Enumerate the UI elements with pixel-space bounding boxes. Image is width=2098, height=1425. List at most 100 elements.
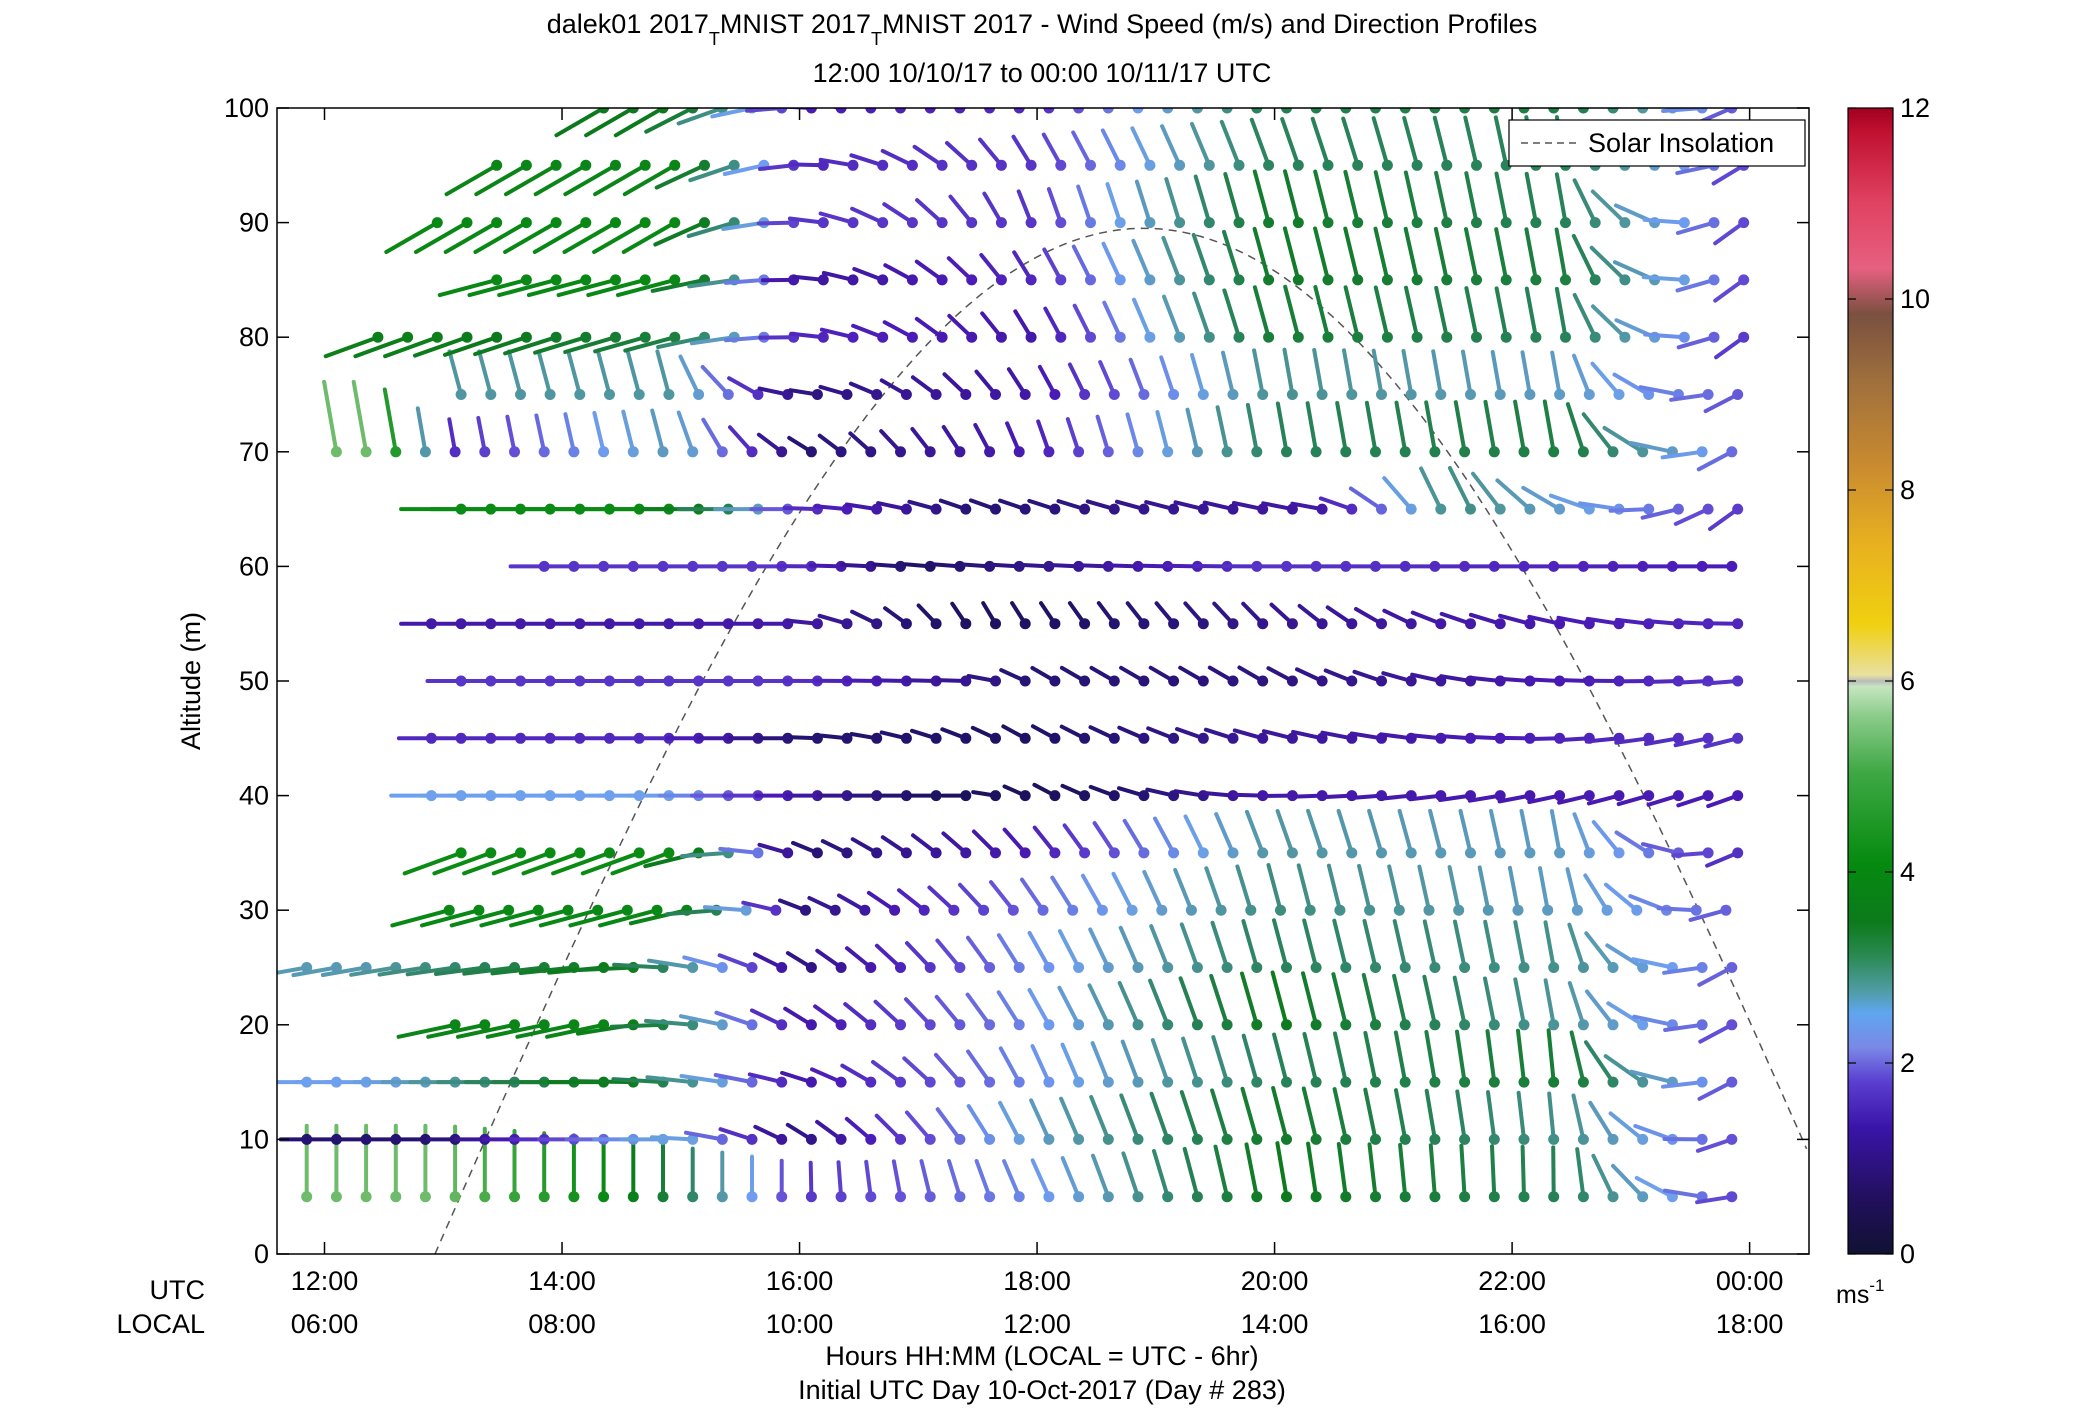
wind-barb-point xyxy=(1738,331,1750,343)
wind-barb-point xyxy=(990,503,1001,515)
wind-barb-stem xyxy=(686,220,737,239)
wind-barb-point xyxy=(984,1191,996,1203)
wind-barb-point xyxy=(865,962,877,973)
wind-barb-point xyxy=(1548,962,1560,973)
wind-barb-point xyxy=(906,331,918,343)
wind-barb-stem xyxy=(1669,392,1711,402)
wind-barb-point xyxy=(1708,331,1720,343)
wind-barb-point xyxy=(330,1133,342,1145)
wind-barb-stem xyxy=(919,1159,933,1199)
wind-barb-point xyxy=(1203,331,1215,343)
wind-barb-stem xyxy=(462,965,517,976)
wind-barb-stem xyxy=(1628,441,1675,454)
wind-barb-point xyxy=(1108,732,1120,744)
wind-barb-stem xyxy=(479,908,541,928)
wind-barb-point xyxy=(1286,618,1298,630)
wind-barb-stem xyxy=(1060,1156,1081,1199)
wind-barb-point xyxy=(984,1019,996,1031)
wind-barb-stem xyxy=(1513,399,1526,454)
wind-barb-point xyxy=(1732,389,1744,400)
wind-barb-point xyxy=(1073,1019,1085,1031)
wind-barb-point xyxy=(1055,331,1067,343)
wind-barb-stem xyxy=(1275,401,1289,454)
wind-barb-point xyxy=(1286,389,1298,400)
wind-barb-point xyxy=(782,847,794,859)
y-axis-label: Altitude (m) xyxy=(176,612,206,750)
wind-barb-point xyxy=(1251,1019,1263,1031)
wind-barb-stem xyxy=(727,376,760,397)
wind-barb-point xyxy=(1162,1019,1174,1031)
wind-barb-point xyxy=(360,1191,372,1203)
wind-barb-point xyxy=(1696,1076,1708,1088)
wind-barb-stem xyxy=(758,163,796,171)
wind-barb-stem xyxy=(1696,449,1734,472)
wind-barb-point xyxy=(1096,904,1108,916)
wind-barb-stem xyxy=(1567,922,1586,970)
wind-barb-stem xyxy=(864,108,873,110)
wind-barb-point xyxy=(800,904,811,916)
wind-barb-point xyxy=(544,389,556,400)
wind-barb-point xyxy=(871,618,883,630)
wind-barb-stem xyxy=(688,163,737,183)
wind-barb-point xyxy=(966,159,978,171)
wind-barb-point xyxy=(1542,904,1554,916)
wind-barb-stem xyxy=(1417,864,1431,913)
wind-barb-point xyxy=(1322,159,1334,171)
wind-barb-point xyxy=(1132,962,1144,973)
wind-barb-point xyxy=(1079,503,1091,515)
wind-barb-stem xyxy=(1602,425,1645,454)
utc-row-label: UTC xyxy=(150,1275,206,1305)
wind-barb-point xyxy=(746,1076,758,1088)
wind-barb-stem xyxy=(895,108,903,110)
wind-barb-point xyxy=(1138,675,1150,687)
wind-barb-stem xyxy=(915,198,945,225)
wind-barb-stem xyxy=(948,194,974,225)
wind-barb-stem xyxy=(1397,808,1414,855)
wind-barb-point xyxy=(1168,847,1180,859)
wind-barb-point xyxy=(1286,847,1298,859)
wind-barb-stem xyxy=(414,220,469,254)
wind-barb-point xyxy=(1102,446,1114,458)
wind-barb-point xyxy=(1085,217,1096,229)
wind-barb-stem xyxy=(1020,877,1045,913)
wind-barb-stem xyxy=(1462,108,1467,110)
wind-barb-point xyxy=(1708,217,1720,229)
wind-barb-point xyxy=(954,1019,966,1031)
wind-barb-point xyxy=(978,904,990,916)
wind-barb-point xyxy=(520,274,532,286)
wind-barb-point xyxy=(1055,159,1067,171)
wind-barb-point xyxy=(1583,847,1595,859)
y-tick-label: 50 xyxy=(239,666,269,696)
title-part-1: dalek01 2017 xyxy=(547,9,709,39)
wind-barb-stem xyxy=(592,220,648,254)
wind-barb-point xyxy=(1488,446,1500,458)
wind-barb-point xyxy=(1102,962,1114,973)
wind-barb-stem xyxy=(554,108,606,138)
wind-barb-stem xyxy=(1249,117,1271,168)
wind-barb-stem xyxy=(1270,970,1289,1027)
wind-barb-point xyxy=(598,1191,610,1203)
wind-barb-point xyxy=(1488,1019,1500,1031)
wind-barb-stem xyxy=(577,1079,636,1085)
wind-barb-point xyxy=(574,389,586,400)
wind-barb-stem xyxy=(1664,108,1675,110)
wind-barb-point xyxy=(1132,1191,1144,1203)
wind-barb-point xyxy=(515,847,526,859)
wind-barb-point xyxy=(1310,108,1322,114)
wind-barb-point xyxy=(1560,331,1571,343)
wind-barb-point xyxy=(1162,1076,1174,1088)
wind-barb-point xyxy=(1174,274,1186,286)
wind-barb-point xyxy=(1726,1191,1738,1203)
wind-barb-stem xyxy=(1030,1158,1051,1199)
colorbar-tick-label: 8 xyxy=(1900,475,1915,505)
wind-barb-stem xyxy=(1235,864,1253,913)
wind-barb-stem xyxy=(538,908,600,928)
wind-barb-stem xyxy=(477,349,493,397)
wind-barb-point xyxy=(360,446,372,458)
wind-barb-point xyxy=(1340,1019,1352,1031)
wind-barb-point xyxy=(960,790,972,802)
wind-barb-stem xyxy=(1042,247,1063,282)
wind-barb-stem xyxy=(1507,865,1520,913)
wind-barb-point xyxy=(1263,331,1275,343)
wind-barb-point xyxy=(752,847,764,859)
